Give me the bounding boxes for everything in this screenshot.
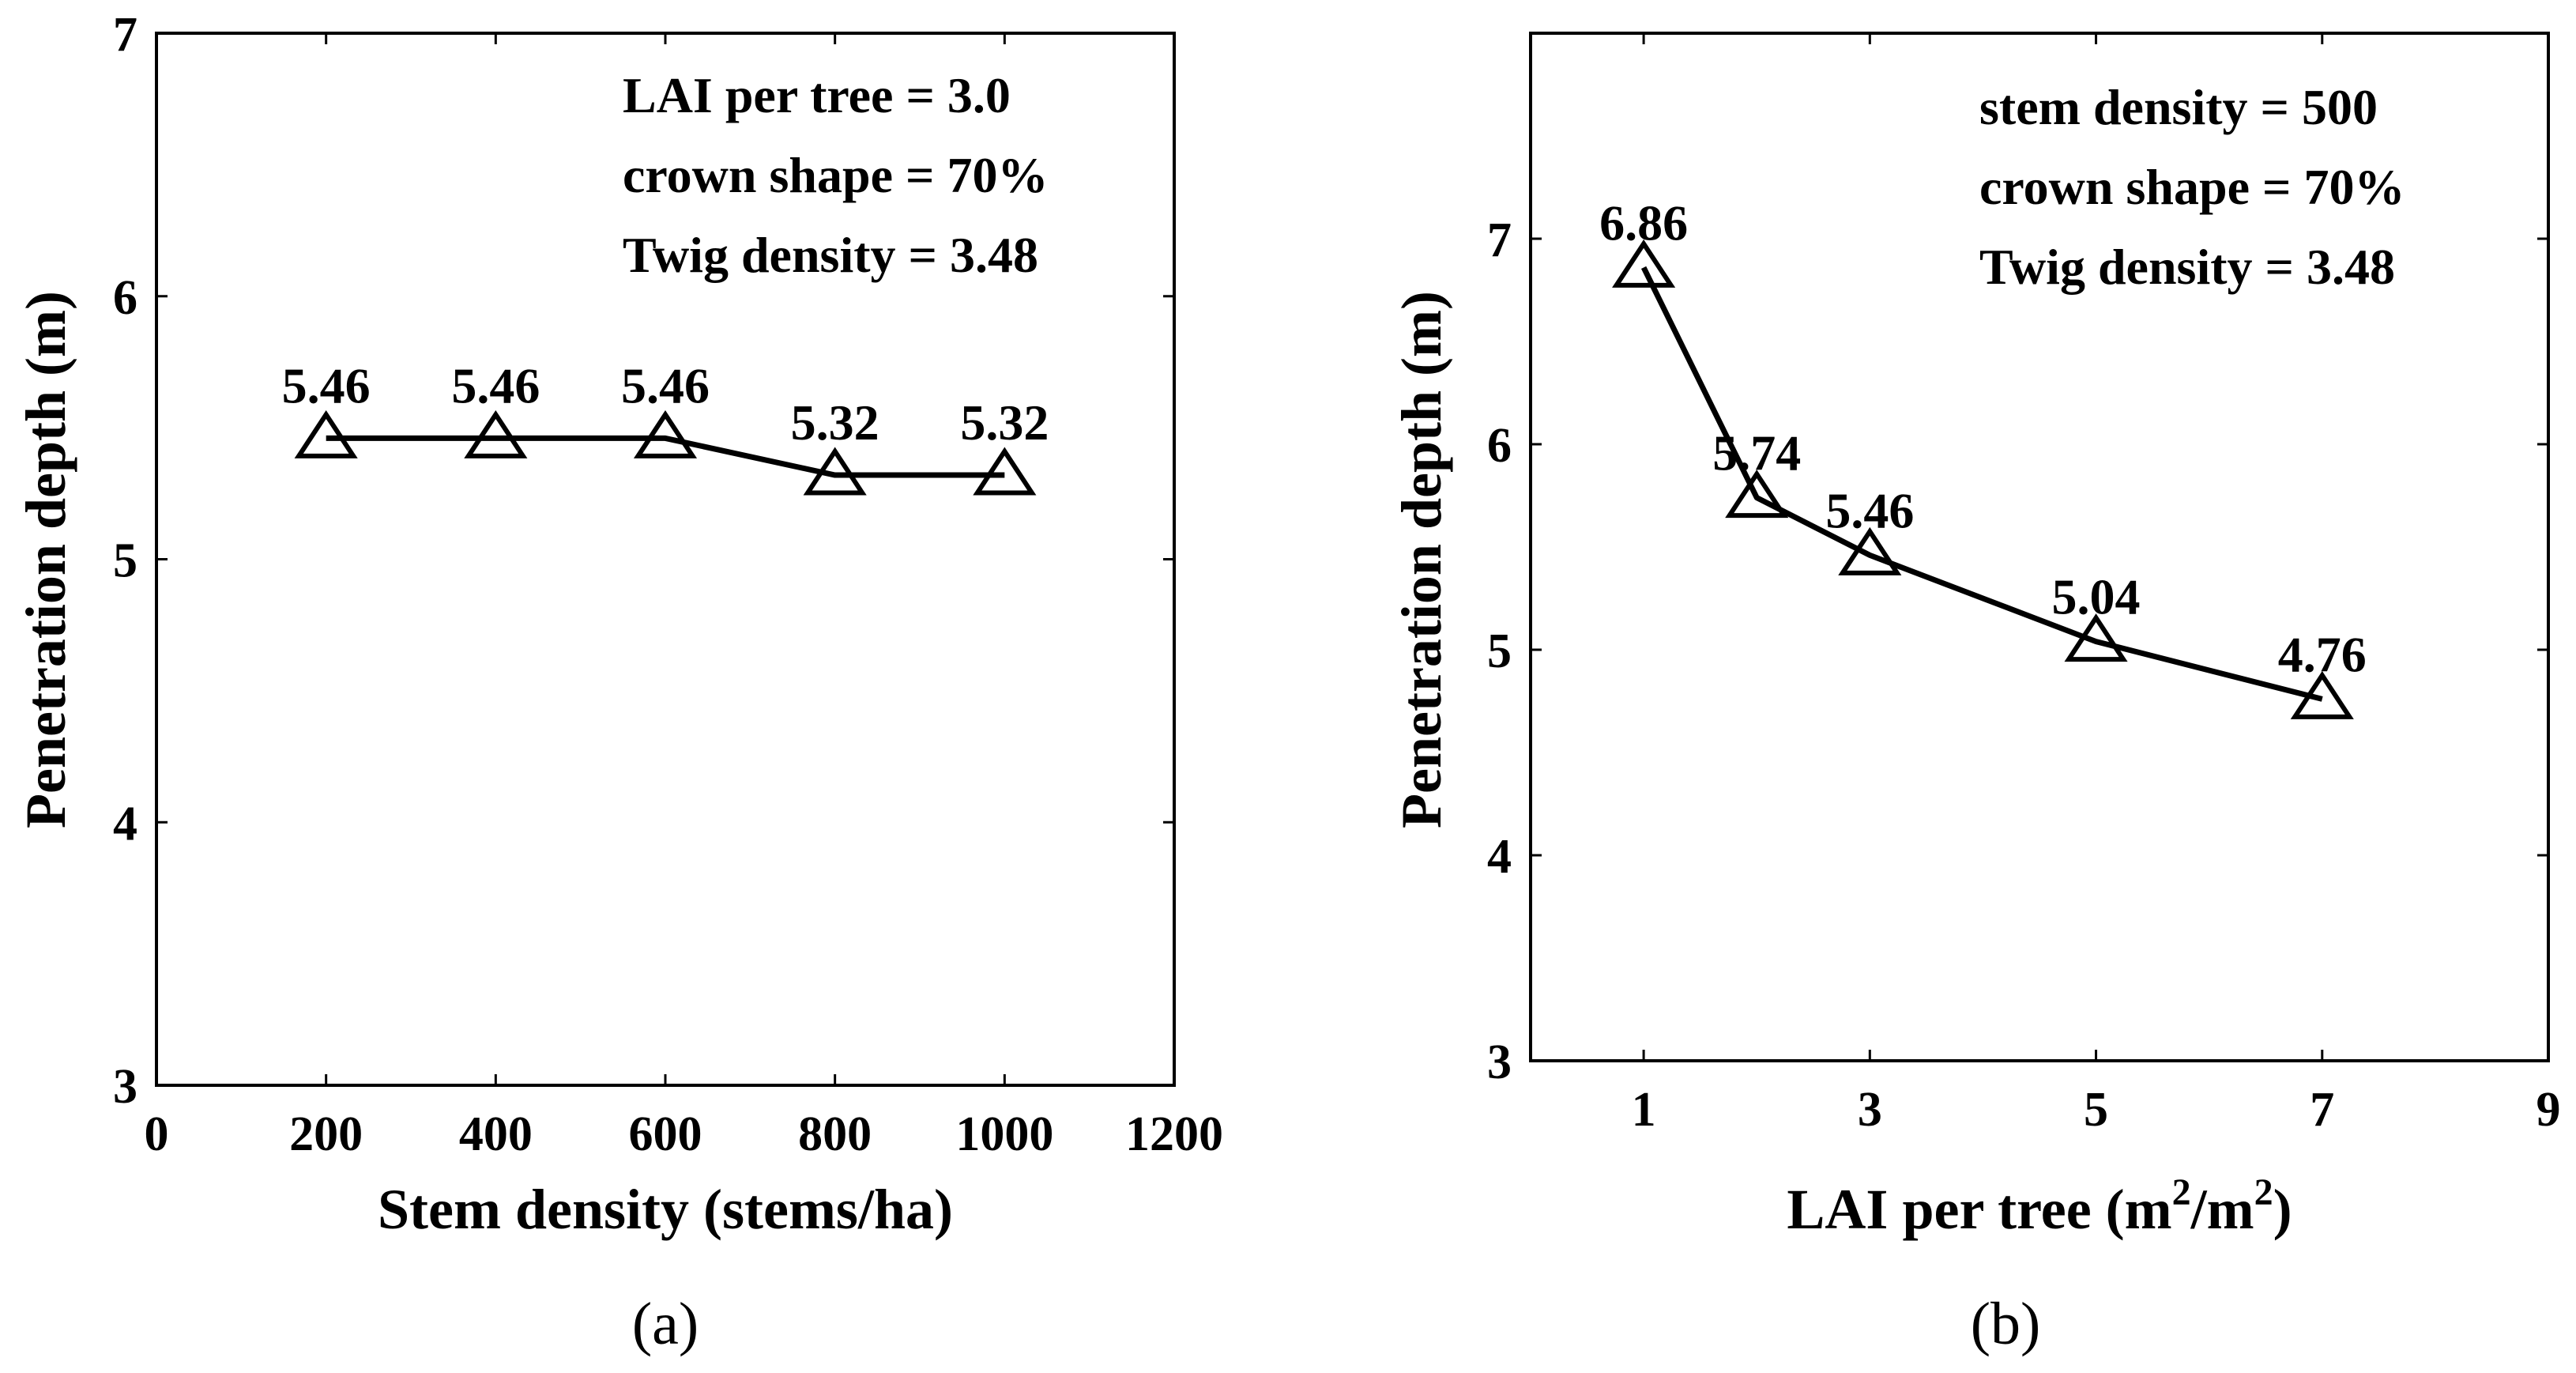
series-line-b xyxy=(1640,266,2323,702)
data-label-b-3: 5.04 xyxy=(2052,569,2141,625)
x-tick-label-a-2: 400 xyxy=(459,1107,533,1161)
x-tick-label-a-0: 0 xyxy=(145,1107,169,1161)
series-line-a xyxy=(326,435,1005,478)
annotation-b-3: Twig density = 3.48 xyxy=(1979,239,2395,295)
data-point-a-0 xyxy=(294,409,358,458)
data-point-a-2 xyxy=(633,409,698,458)
x-axis-title-b-sup2: 2 xyxy=(2254,1171,2273,1213)
x-tick-label-a-3: 600 xyxy=(629,1107,702,1161)
x-axis-title-b-mid: /m xyxy=(2190,1178,2254,1241)
y-tick-label-b-4: 7 xyxy=(1487,213,1512,267)
series-b: 6.86 5.74 5.46 5.04 4.76 xyxy=(1599,194,2367,719)
series-a: 5.46 5.46 5.46 5.32 5.32 xyxy=(282,357,1049,496)
annotation-a-1: LAI per tree = 3.0 xyxy=(623,67,1011,123)
y-tick-label-a-3: 6 xyxy=(113,271,137,325)
annotation-b-1: stem density = 500 xyxy=(1979,79,2378,135)
data-label-a-4: 5.32 xyxy=(960,394,1049,451)
y-tick-label-b-2: 5 xyxy=(1487,624,1512,678)
data-label-a-3: 5.32 xyxy=(791,394,879,451)
data-point-b-3 xyxy=(2064,613,2128,662)
data-label-a-1: 5.46 xyxy=(451,357,540,413)
annotation-a-2: crown shape = 70% xyxy=(623,147,1048,203)
panel-b: 3 4 5 6 7 1 3 5 7 9 6.86 5.74 5.46 5.04 4.76 stem de… xyxy=(1390,32,2561,1357)
x-tick-label-b-0: 1 xyxy=(1632,1083,1656,1137)
x-tick-label-b-1: 3 xyxy=(1858,1083,1882,1137)
x-tick-label-a-5: 1000 xyxy=(955,1107,1053,1161)
annotation-box-a: LAI per tree = 3.0 crown shape = 70% Twi… xyxy=(623,67,1048,283)
y-tick-label-a-4: 7 xyxy=(113,8,137,62)
x-ticks-a: 0 200 400 600 800 1000 1200 xyxy=(145,33,1223,1161)
data-label-b-2: 5.46 xyxy=(1825,482,1914,538)
data-point-b-4 xyxy=(2290,670,2354,719)
y-axis-title-b: Penetration depth (m) xyxy=(1390,291,1453,828)
data-label-b-1: 5.74 xyxy=(1712,425,1801,481)
data-point-a-3 xyxy=(803,447,867,496)
x-axis-title-a: Stem density (stems/ha) xyxy=(378,1178,953,1241)
x-axis-title-b: LAI per tree (m2/m2) xyxy=(1787,1171,2292,1241)
panel-label-a: (a) xyxy=(632,1291,699,1357)
x-tick-label-a-6: 1200 xyxy=(1125,1107,1223,1161)
annotation-b-2: crown shape = 70% xyxy=(1979,159,2405,215)
x-tick-label-b-4: 9 xyxy=(2536,1083,2561,1137)
x-ticks-b: 1 3 5 7 9 xyxy=(1632,33,2561,1137)
panel-label-b: (b) xyxy=(1971,1291,2041,1357)
y-ticks-b: 3 4 5 6 7 xyxy=(1487,213,2548,1089)
y-tick-label-b-3: 6 xyxy=(1487,419,1512,473)
x-tick-label-b-3: 7 xyxy=(2310,1083,2334,1137)
data-label-b-0: 6.86 xyxy=(1599,194,1688,251)
y-ticks-a: 3 4 5 6 7 xyxy=(113,8,1174,1114)
y-tick-label-b-1: 4 xyxy=(1487,830,1512,884)
data-label-a-0: 5.46 xyxy=(282,357,371,413)
data-label-b-4: 4.76 xyxy=(2278,626,2367,682)
x-tick-label-b-2: 5 xyxy=(2084,1083,2108,1137)
y-tick-label-b-0: 3 xyxy=(1487,1035,1512,1089)
x-tick-label-a-4: 800 xyxy=(798,1107,872,1161)
y-axis-title-a: Penetration depth (m) xyxy=(14,291,77,828)
data-label-a-2: 5.46 xyxy=(621,357,710,413)
data-point-b-1 xyxy=(1725,470,1789,519)
y-tick-label-a-1: 4 xyxy=(113,797,137,851)
annotation-box-b: stem density = 500 crown shape = 70% Twi… xyxy=(1979,79,2405,295)
data-point-a-1 xyxy=(464,409,528,458)
x-axis-title-b-end: ) xyxy=(2273,1178,2292,1241)
plot-frame-b xyxy=(1529,32,2550,1062)
x-tick-label-a-1: 200 xyxy=(289,1107,363,1161)
x-axis-title-b-main: LAI per tree (m xyxy=(1787,1178,2171,1241)
data-point-b-2 xyxy=(1838,526,1902,575)
y-tick-label-a-0: 3 xyxy=(113,1060,137,1114)
y-tick-label-a-2: 5 xyxy=(113,534,137,588)
data-point-b-0 xyxy=(1612,239,1676,288)
data-point-a-4 xyxy=(973,447,1037,496)
x-axis-title-b-sup1: 2 xyxy=(2172,1171,2191,1213)
annotation-a-3: Twig density = 3.48 xyxy=(623,227,1038,283)
